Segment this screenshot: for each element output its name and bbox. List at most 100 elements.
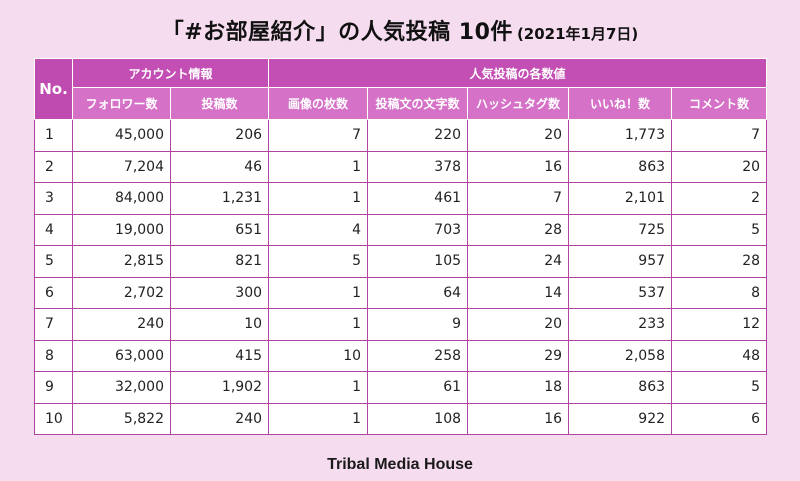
column-header-likes: いいね！数 [568,87,673,120]
header-column-row: フォロワー数 投稿数 画像の枚数 投稿文の文字数 ハッシュタグ数 いいね！数 コ… [35,87,768,120]
row-number: 7 [34,308,73,341]
header-group-account: アカウント情報 [71,58,270,88]
table-row: 5 2,815 821 5 105 24 957 28 [34,245,768,278]
cell-followers: 45,000 [72,119,171,152]
cell-comments: 20 [671,150,768,183]
cell-posts: 1,231 [169,182,270,215]
table-row: 10 5,822 240 1 108 16 922 6 [34,402,768,435]
header-group-post: 人気投稿の各数値 [268,58,768,88]
cell-followers: 240 [72,308,171,341]
cell-likes: 2,058 [568,339,673,372]
row-number: 4 [34,213,73,246]
cell-caption-length: 9 [367,308,469,341]
column-header-images: 画像の枚数 [268,87,369,120]
cell-images: 7 [268,119,369,152]
table-body: 1 45,000 206 7 220 20 1,773 7 2 7,204 46… [34,119,768,435]
column-header-posts: 投稿数 [169,87,270,120]
cell-likes: 537 [568,276,673,309]
cell-caption-length: 703 [367,213,469,246]
row-number: 9 [34,371,73,404]
cell-images: 1 [268,308,369,341]
column-header-hashtags: ハッシュタグ数 [467,87,570,120]
cell-likes: 1,773 [568,119,673,152]
row-number: 8 [34,339,73,372]
cell-hashtags: 29 [467,339,570,372]
cell-comments: 7 [671,119,768,152]
cell-likes: 863 [568,150,673,183]
cell-followers: 63,000 [72,339,171,372]
cell-hashtags: 20 [467,308,570,341]
cell-images: 10 [268,339,369,372]
footer-brand: Tribal Media House [327,456,473,473]
cell-comments: 8 [671,276,768,309]
cell-caption-length: 258 [367,339,469,372]
table-row: 9 32,000 1,902 1 61 18 863 5 [34,371,768,404]
cell-hashtags: 7 [467,182,570,215]
cell-hashtags: 24 [467,245,570,278]
cell-followers: 32,000 [72,371,171,404]
cell-likes: 863 [568,371,673,404]
cell-caption-length: 461 [367,182,469,215]
cell-comments: 6 [671,402,768,435]
cell-comments: 12 [671,308,768,341]
cell-images: 5 [268,245,369,278]
cell-followers: 2,815 [72,245,171,278]
row-number: 5 [34,245,73,278]
cell-hashtags: 16 [467,150,570,183]
column-header-no: No. [34,58,73,120]
cell-likes: 922 [568,402,673,435]
column-header-caption-length: 投稿文の文字数 [367,87,469,120]
cell-hashtags: 28 [467,213,570,246]
row-number: 6 [34,276,73,309]
cell-followers: 2,702 [72,276,171,309]
cell-images: 1 [268,182,369,215]
cell-comments: 2 [671,182,768,215]
table-row: 1 45,000 206 7 220 20 1,773 7 [34,119,768,152]
cell-images: 1 [268,371,369,404]
row-number: 10 [34,402,73,435]
cell-comments: 5 [671,371,768,404]
cell-hashtags: 14 [467,276,570,309]
cell-hashtags: 16 [467,402,570,435]
cell-likes: 233 [568,308,673,341]
header-group-row: No. アカウント情報 人気投稿の各数値 [34,58,768,120]
cell-images: 1 [268,276,369,309]
cell-images: 4 [268,213,369,246]
cell-caption-length: 378 [367,150,469,183]
cell-posts: 240 [169,402,270,435]
row-number: 2 [34,150,73,183]
page-title: 「#お部屋紹介」の人気投稿 10件 (2021年1月7日) [0,14,800,46]
cell-posts: 415 [169,339,270,372]
table-row: 3 84,000 1,231 1 461 7 2,101 2 [34,182,768,215]
cell-caption-length: 108 [367,402,469,435]
title-date: (2021年1月7日) [516,25,639,43]
column-header-followers: フォロワー数 [72,87,171,120]
cell-posts: 1,902 [169,371,270,404]
cell-followers: 84,000 [72,182,171,215]
cell-hashtags: 18 [467,371,570,404]
cell-hashtags: 20 [467,119,570,152]
column-header-comments: コメント数 [671,87,768,120]
cell-caption-length: 61 [367,371,469,404]
cell-followers: 7,204 [72,150,171,183]
cell-images: 1 [268,150,369,183]
table-row: 7 240 10 1 9 20 233 12 [34,308,768,341]
cell-likes: 725 [568,213,673,246]
cell-comments: 48 [671,339,768,372]
cell-posts: 651 [169,213,270,246]
stats-table: No. アカウント情報 人気投稿の各数値 フォロワー数 投稿数 画像の枚数 投稿… [34,58,768,435]
cell-caption-length: 64 [367,276,469,309]
cell-posts: 821 [169,245,270,278]
cell-followers: 5,822 [72,402,171,435]
cell-posts: 10 [169,308,270,341]
table-row: 4 19,000 651 4 703 28 725 5 [34,213,768,246]
title-text: 「#お部屋紹介」の人気投稿 10件 [161,20,513,45]
cell-likes: 2,101 [568,182,673,215]
cell-posts: 46 [169,150,270,183]
cell-comments: 28 [671,245,768,278]
row-number: 1 [34,119,73,152]
row-number: 3 [34,182,73,215]
cell-caption-length: 105 [367,245,469,278]
cell-images: 1 [268,402,369,435]
cell-caption-length: 220 [367,119,469,152]
